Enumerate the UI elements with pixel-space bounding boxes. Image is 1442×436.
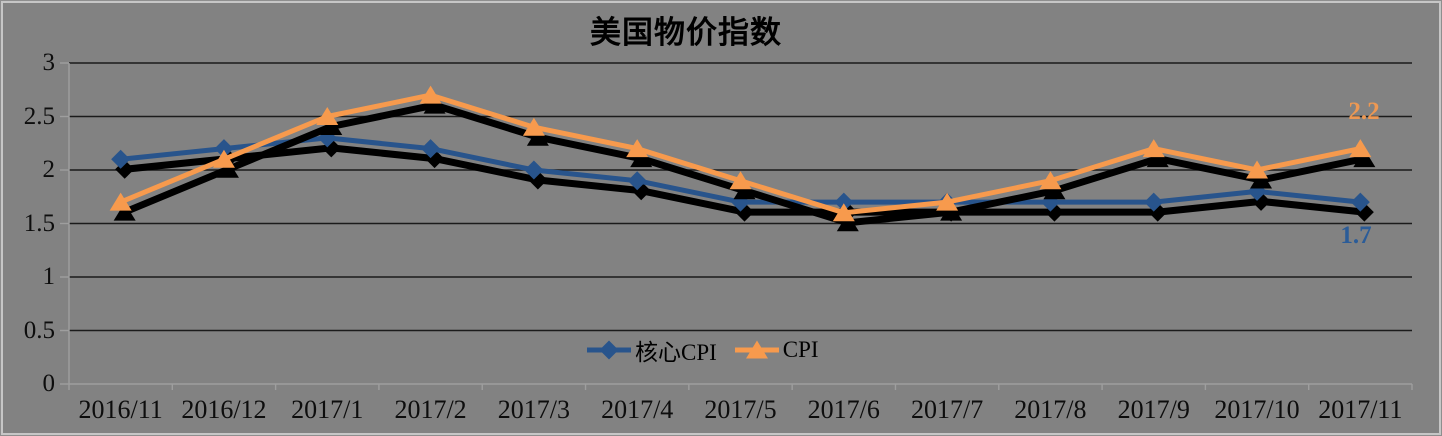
cpi-triangle-marker-icon [734, 340, 779, 359]
x-tick-label: 2017/4 [601, 395, 674, 424]
y-tick-label: 3 [42, 49, 56, 76]
x-tick-label: 2017/6 [807, 395, 880, 424]
x-tick-label: 2017/9 [1117, 395, 1190, 424]
x-tick-label: 2017/3 [497, 395, 570, 424]
y-tick-label: 1 [42, 263, 56, 290]
legend-item-cpi[interactable]: CPI [733, 337, 819, 363]
y-tick-label: 0 [42, 370, 56, 397]
legend-label-cpi: CPI [782, 337, 819, 362]
x-tick-label: 2017/1 [291, 395, 364, 424]
legend-item-core-cpi[interactable]: 核心CPI [585, 333, 717, 367]
y-tick-label: 0.5 [23, 316, 55, 344]
y-tick-label: 1.5 [23, 209, 55, 237]
y-tick-label: 2 [42, 156, 56, 183]
y-tick-label: 2.5 [23, 102, 55, 130]
cpi-end-value-label: 2.2 [1348, 98, 1380, 125]
x-tick-label: 2017/10 [1214, 395, 1300, 424]
chart-title: 美国物价指数 [590, 15, 782, 51]
core-cpi-diamond-marker-icon [587, 340, 631, 360]
core-cpi-end-value-label: 1.7 [1340, 222, 1372, 249]
x-tick-label: 2017/2 [394, 395, 467, 424]
x-tick-label: 2016/12 [181, 395, 267, 424]
x-tick-label: 2017/8 [1014, 395, 1087, 424]
x-tick-label: 2017/5 [704, 395, 777, 424]
x-tick-label: 2017/7 [910, 395, 984, 424]
x-tick-label: 2017/11 [1318, 395, 1403, 424]
legend: 核心CPI CPI [585, 333, 819, 367]
x-tick-label: 2016/11 [78, 395, 163, 424]
legend-label-core-cpi: 核心CPI [635, 340, 717, 365]
